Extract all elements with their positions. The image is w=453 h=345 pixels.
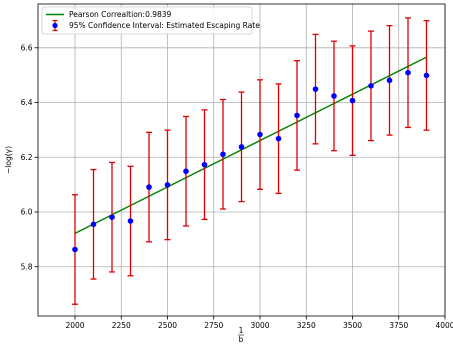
data-point (349, 97, 356, 104)
fit-line-layer (74, 56, 427, 234)
data-point (294, 112, 300, 119)
legend-fit-label: Pearson Correaltion:0.9839 (69, 10, 172, 19)
data-point (331, 93, 337, 99)
legend: Pearson Correaltion:0.9839 95% Confidenc… (41, 6, 260, 35)
data-point (183, 168, 189, 175)
y-tick-label: 6.6 (21, 43, 33, 52)
data-point (90, 221, 97, 228)
data-point (368, 83, 374, 89)
x-axis-label-denominator: b (239, 335, 244, 344)
data-point (238, 144, 245, 150)
y-axis-label: −log(γ) (4, 146, 13, 174)
fit-line (74, 56, 427, 234)
y-tick-label: 6.4 (21, 98, 33, 107)
data-point (386, 77, 393, 84)
x-tick-label: 2500 (158, 321, 177, 330)
x-tick-label: 3250 (297, 321, 316, 330)
data-point (201, 161, 208, 168)
data-point (275, 135, 282, 142)
x-tick-label: 3500 (343, 321, 362, 330)
legend-errorbar-label: 95% Confidence Interval: Estimated Escap… (69, 21, 260, 30)
x-tick-label: 2250 (112, 321, 131, 330)
y-tick-label: 5.8 (21, 262, 33, 271)
x-axis-label: 1 b (238, 326, 244, 344)
y-tick-label: 6.2 (21, 153, 33, 162)
legend-box (41, 6, 253, 35)
data-point (220, 151, 226, 158)
data-point (109, 214, 115, 220)
data-point (146, 184, 152, 190)
data-point (312, 86, 319, 92)
data-point (164, 182, 171, 188)
data-point (72, 246, 78, 253)
data-point (405, 69, 411, 76)
y-tick-label: 6.0 (21, 208, 33, 217)
x-tick-label: 2750 (204, 321, 223, 330)
data-point (127, 218, 134, 224)
tick-layer: 2000 2250 2500 2750 3000 3250 3500 3750 4000 5.8 6… (21, 43, 453, 330)
x-tick-label: 3750 (389, 321, 408, 330)
legend-point-swatch (52, 22, 58, 29)
data-point-layer (72, 69, 430, 253)
x-tick-label: 2000 (65, 321, 84, 330)
plot-frame (37, 3, 446, 317)
data-point (423, 72, 430, 79)
x-tick-label: 3000 (250, 321, 269, 330)
x-axis-label-numerator: 1 (239, 326, 244, 335)
data-point (257, 131, 263, 138)
x-tick-label: 4000 (435, 321, 453, 330)
